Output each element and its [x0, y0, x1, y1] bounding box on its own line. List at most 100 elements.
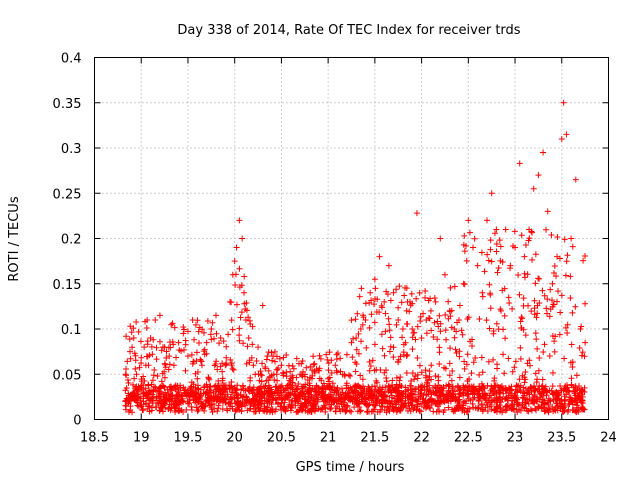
data-point [379, 400, 386, 407]
data-point [259, 360, 266, 367]
data-point [228, 389, 235, 396]
data-point [448, 377, 455, 384]
data-point [189, 360, 196, 367]
data-point [407, 302, 414, 309]
data-point [184, 353, 191, 360]
y-tick-label: 0.15 [53, 278, 82, 293]
y-tick-label: 0.3 [61, 142, 82, 157]
data-point [312, 388, 319, 395]
data-point [541, 401, 548, 408]
data-point [163, 348, 170, 355]
data-point [358, 338, 365, 345]
data-point [536, 300, 543, 307]
data-point [344, 402, 351, 409]
data-point [322, 405, 329, 412]
data-point [347, 397, 354, 404]
data-point [553, 388, 560, 395]
data-point [528, 228, 535, 235]
data-point [127, 323, 134, 330]
data-point [409, 394, 416, 401]
data-point [432, 390, 439, 397]
data-point [397, 353, 404, 360]
data-point [532, 280, 539, 287]
data-point [127, 348, 134, 355]
data-point [400, 351, 407, 358]
data-point [478, 354, 485, 361]
x-tick-label: 19.5 [173, 431, 202, 446]
y-tick-label: 0.2 [61, 233, 82, 248]
data-point [408, 391, 415, 398]
data-point [548, 387, 555, 394]
data-point [497, 384, 504, 391]
data-point [564, 329, 571, 336]
data-point [516, 160, 523, 167]
data-point [382, 328, 389, 335]
data-point [207, 331, 214, 338]
data-point [531, 393, 538, 400]
data-point [133, 318, 140, 325]
data-point [531, 297, 538, 304]
data-point [442, 311, 449, 318]
data-point [232, 271, 239, 278]
data-point [167, 344, 174, 351]
data-point [271, 377, 278, 384]
data-point [476, 371, 483, 378]
data-point [486, 392, 493, 399]
data-point [413, 401, 420, 408]
data-point [470, 404, 477, 411]
x-tick-label: 23 [507, 431, 524, 446]
data-point [423, 330, 430, 337]
data-point [493, 390, 500, 397]
data-point [308, 388, 315, 395]
data-point [385, 262, 392, 269]
data-point [579, 349, 586, 356]
data-point [474, 262, 481, 269]
data-point [572, 303, 579, 310]
data-point [381, 352, 388, 359]
data-point [213, 330, 220, 337]
data-point [168, 387, 175, 394]
data-point [180, 330, 187, 337]
data-point [491, 407, 498, 414]
data-point [507, 387, 514, 394]
data-point [142, 318, 149, 325]
data-point [237, 314, 244, 321]
data-point [434, 318, 441, 325]
data-point [474, 391, 481, 398]
data-point [282, 407, 289, 414]
data-point [561, 398, 568, 405]
data-point [145, 403, 152, 410]
data-point [504, 397, 511, 404]
data-point [463, 361, 470, 368]
y-tick-label: 0.25 [53, 187, 82, 202]
data-point [233, 407, 240, 414]
data-point [517, 388, 524, 395]
x-tick-label: 22.5 [454, 431, 483, 446]
data-point [289, 386, 296, 393]
data-point [413, 210, 420, 217]
data-point [579, 404, 586, 411]
y-tick-label: 0.4 [61, 52, 82, 67]
data-point [373, 379, 380, 386]
data-point [349, 354, 356, 361]
data-point [497, 257, 504, 264]
data-point [357, 326, 364, 332]
data-point [479, 405, 486, 412]
data-point [549, 280, 556, 287]
data-point [475, 398, 482, 405]
data-point [487, 290, 494, 297]
data-point [464, 393, 471, 400]
data-point [561, 236, 568, 243]
data-point [247, 399, 254, 406]
data-point [497, 408, 504, 415]
data-point [397, 406, 404, 413]
data-point [382, 310, 389, 317]
data-point [195, 399, 202, 406]
data-point [198, 362, 205, 369]
data-point [184, 328, 191, 335]
data-point [495, 264, 502, 271]
data-point [334, 369, 341, 376]
data-point [512, 394, 519, 401]
data-point [332, 362, 339, 369]
data-point [357, 372, 364, 379]
